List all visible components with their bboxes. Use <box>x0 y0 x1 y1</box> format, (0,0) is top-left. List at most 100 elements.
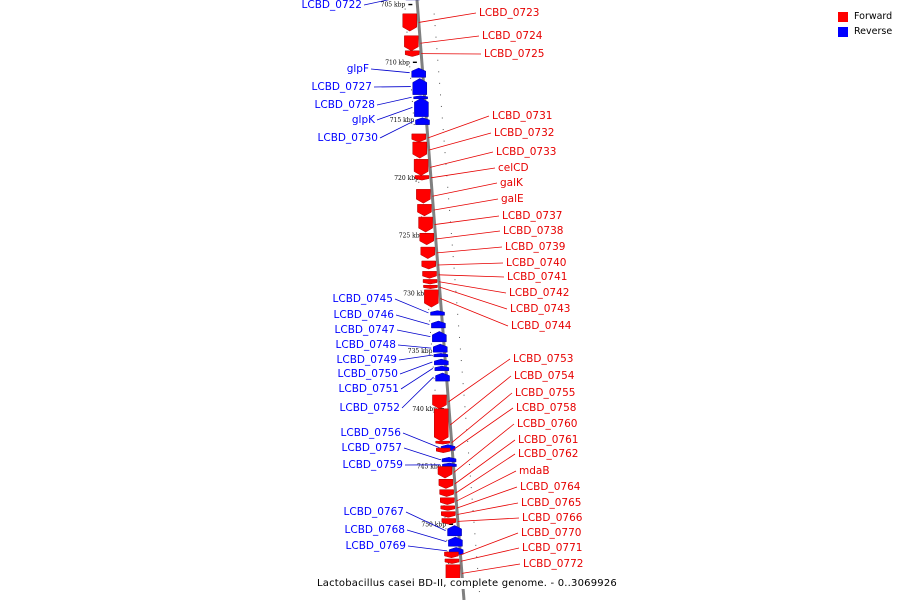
axis-dot <box>443 140 445 142</box>
axis-dot <box>430 343 432 345</box>
gene-arrow-lcbd_0730 <box>415 117 430 125</box>
gene-arrow-lcbd_0758 <box>436 447 451 453</box>
axis-tick-label: 735 kbp <box>408 348 433 355</box>
axis-dot <box>463 394 465 396</box>
gene-label-lcbd_0730: LCBD_0730 <box>318 132 378 144</box>
axis-dot <box>448 198 450 200</box>
leader-line <box>457 517 520 522</box>
axis-dot <box>465 417 467 419</box>
leader-line <box>430 167 496 179</box>
gene-label-lcbd_0740: LCBD_0740 <box>506 257 566 269</box>
gene-arrow-lcbd_0731 <box>411 133 427 143</box>
gene-label-lcbd_0767: LCBD_0767 <box>344 506 404 518</box>
leader-line <box>453 423 515 473</box>
axis-dot <box>458 325 460 327</box>
leader-line <box>456 470 517 502</box>
axis-dot <box>409 66 411 68</box>
axis-dot <box>467 440 469 442</box>
axis-tick-label: 725 kbp <box>399 233 424 240</box>
axis-dot <box>431 355 433 357</box>
leader-line <box>457 502 519 515</box>
gene-arrow-lcbd_0723 <box>402 13 418 32</box>
axis-dot <box>440 105 442 107</box>
axis-dot <box>475 544 477 546</box>
gene-arrow-lcbd_0757 <box>441 457 457 463</box>
axis-dot <box>477 567 479 569</box>
leader-line <box>430 151 494 168</box>
gene-label-lcbd_0749: LCBD_0749 <box>337 354 397 366</box>
reverse-genes <box>405 0 464 555</box>
axis-dot <box>460 360 462 362</box>
gene-arrow-lcbd_0754 <box>434 408 449 442</box>
gene-label-lcbd_0737: LCBD_0737 <box>502 210 562 222</box>
axis-dot <box>444 152 446 154</box>
gene-arrow-lcbd_0727 <box>412 78 428 95</box>
gene-label-lcbd_0723: LCBD_0723 <box>479 7 539 19</box>
axis-dot <box>411 100 413 102</box>
gene-arrow-lcbd_0746 <box>431 320 446 329</box>
leader-line <box>450 375 512 426</box>
gene-arrow-lcbd_0749 <box>433 353 449 358</box>
leader-line <box>418 12 477 23</box>
gene-arrow-lcbd_0753 <box>432 394 447 410</box>
gene-label-lcbd_0772: LCBD_0772 <box>523 558 583 570</box>
axis-tick-label: 715 kbp <box>390 117 415 124</box>
axis-dot <box>439 82 441 84</box>
leader-line <box>401 376 434 409</box>
legend-forward: Forward <box>838 9 892 24</box>
gene-label-mdab: mdaB <box>519 465 550 477</box>
gene-arrow-celcd <box>414 175 430 181</box>
axis-dot <box>462 383 464 385</box>
gene-arrow-lcbd_0751 <box>434 365 450 371</box>
axis-dot <box>445 163 447 165</box>
leader-line <box>433 198 499 211</box>
legend-forward-label: Forward <box>854 11 893 22</box>
gene-label-lcbd_0755: LCBD_0755 <box>515 387 575 399</box>
leader-line <box>439 281 507 294</box>
leader-line <box>432 182 498 197</box>
gene-arrow-lcbd_0741 <box>422 271 437 279</box>
gene-label-lcbd_0743: LCBD_0743 <box>510 303 570 315</box>
axis-dot <box>439 459 441 460</box>
leader-line <box>403 447 441 461</box>
axis-dot <box>437 59 439 61</box>
axis-dot <box>474 533 476 535</box>
gene-label-lcbd_0747: LCBD_0747 <box>335 324 395 336</box>
gene-label-lcbd_0756: LCBD_0756 <box>341 427 402 439</box>
gene-label-lcbd_0725: LCBD_0725 <box>484 48 544 60</box>
axis-tick-label: 720 kbp <box>394 175 419 182</box>
axis-dot <box>461 371 463 373</box>
leader-line <box>448 358 511 403</box>
gene-arrow-lcbd_0724 <box>404 35 419 52</box>
axis-dot <box>454 279 456 281</box>
gene-label-lcbd_0745: LCBD_0745 <box>333 293 393 305</box>
legend-reverse-label: Reverse <box>854 26 893 37</box>
axis-dot <box>412 112 414 114</box>
leader-line <box>452 407 514 451</box>
leader-line <box>396 329 431 338</box>
leader-line <box>397 344 432 349</box>
forward-swatch <box>838 11 848 22</box>
axis-dot <box>478 591 480 593</box>
gene-label-lcbd_0744: LCBD_0744 <box>511 320 572 332</box>
gene-labels: LCBD_0723 LCBD_0724 LCBD_0725 LCBD_0731 LCBD… <box>302 0 583 574</box>
axis-dot <box>428 308 430 310</box>
gene-arrow-lcbd_0733 <box>413 159 429 176</box>
gene-label-lcbd_0766: LCBD_0766 <box>522 512 583 524</box>
gene-arrow-lcbd_0743 <box>423 284 438 289</box>
axis-dot <box>444 516 446 518</box>
leader-line <box>455 453 516 494</box>
gene-label-lcbd_0739: LCBD_0739 <box>505 241 565 253</box>
gene-arrow-lcbd_0764 <box>440 505 456 511</box>
gene-label-lcbd_0746: LCBD_0746 <box>334 309 395 321</box>
axis-dots <box>404 8 480 593</box>
gene-arrow-lcbd_0737 <box>418 216 433 233</box>
axis-dot <box>433 378 435 380</box>
gene-label-lcbd_0731: LCBD_0731 <box>492 110 552 122</box>
gene-arrow-lcbd_0732 <box>412 141 428 159</box>
gene-label-lcbd_0771: LCBD_0771 <box>522 542 582 554</box>
gene-label-lcbd_0768: LCBD_0768 <box>345 524 405 536</box>
gene-label-lcbd_0741: LCBD_0741 <box>507 271 567 283</box>
genome-caption: Lactobacillus casei BD-II, complete geno… <box>317 578 617 589</box>
axis-dot <box>459 336 461 338</box>
